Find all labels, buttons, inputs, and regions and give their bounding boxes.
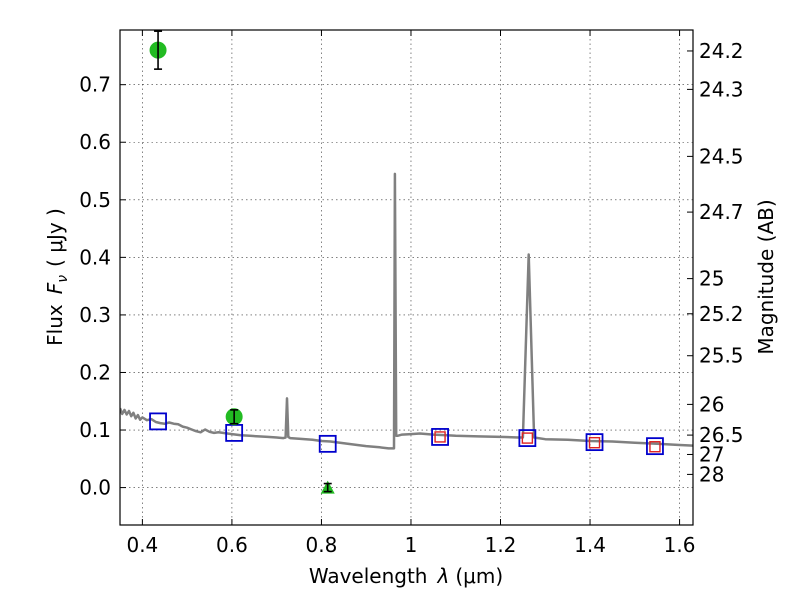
model-photometry-square xyxy=(585,433,604,452)
model-photometry-square xyxy=(646,437,664,456)
inner-photometry-square xyxy=(649,441,661,453)
y2-axis-title: Magnitude (AB) xyxy=(754,199,778,354)
model-photometry-square xyxy=(518,429,537,447)
y-tick-label: 0.1 xyxy=(79,418,111,442)
x-tick-label: 0.4 xyxy=(126,533,158,557)
axis-ticks: 0.4 0.6 0.8 1 1.2 1.4 1.6 0.0 0.1 0.2 0.3 0.4 0.5 0.6… xyxy=(79,30,744,557)
y-tick-label: 0.6 xyxy=(79,130,111,154)
x-tick-label: 1.4 xyxy=(574,533,606,557)
y-tick-label: 0.0 xyxy=(79,476,111,500)
y2-tick-label: 24.3 xyxy=(699,77,744,101)
inner-photometry-square xyxy=(521,432,534,444)
x-tick-label: 1.2 xyxy=(485,533,517,557)
y-axis-title: FluxFν( μJy ) xyxy=(43,208,71,346)
y2-tick-label: 25 xyxy=(699,267,724,291)
inner-photometry-square xyxy=(434,431,446,443)
y2-tick-label: 26.5 xyxy=(699,423,744,447)
x-tick-label: 0.8 xyxy=(306,533,338,557)
y-tick-label: 0.3 xyxy=(79,303,111,327)
y-tick-label: 0.7 xyxy=(79,73,111,97)
x-axis-title: Wavelength λ (μm) xyxy=(309,564,503,588)
x-tick-label: 1 xyxy=(405,533,418,557)
plot-area xyxy=(120,30,693,494)
y2-tick-label: 27 xyxy=(699,442,724,466)
y2-tick-label: 25.5 xyxy=(699,344,744,368)
y2-tick-label: 24.5 xyxy=(699,144,744,168)
y-tick-label: 0.2 xyxy=(79,360,111,384)
model-photometry-square xyxy=(431,428,449,446)
y2-tick-label: 25.2 xyxy=(699,302,744,326)
y2-tick-label: 28 xyxy=(699,462,724,486)
y-tick-label: 0.4 xyxy=(79,245,111,269)
inner-photometry-square xyxy=(588,436,601,449)
model-photometry-square xyxy=(149,412,167,431)
model-spectrum-line xyxy=(120,172,693,450)
model-photometry-square xyxy=(318,434,337,453)
plot-frame xyxy=(119,29,694,526)
y-tick-label: 0.5 xyxy=(79,188,111,212)
y2-tick-label: 26 xyxy=(699,392,724,416)
grid xyxy=(120,30,693,525)
x-tick-label: 0.6 xyxy=(216,533,248,557)
y2-tick-label: 24.2 xyxy=(699,39,744,63)
y2-tick-label: 24.7 xyxy=(699,200,744,224)
x-tick-label: 1.6 xyxy=(664,533,696,557)
